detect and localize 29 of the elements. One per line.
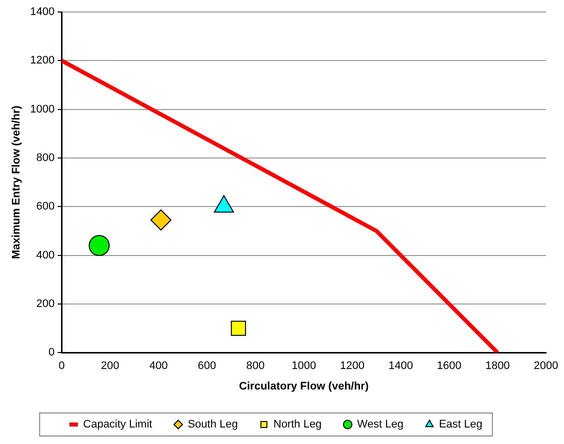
x-tick-label: 1400 xyxy=(388,360,413,372)
legend-label: West Leg xyxy=(357,418,404,431)
y-tick-label: 1000 xyxy=(30,103,55,116)
y-tick-label: 1200 xyxy=(30,54,55,67)
x-tick-label: 400 xyxy=(149,360,168,372)
x-tick-label: 600 xyxy=(198,360,216,372)
y-tick-label: 1400 xyxy=(30,6,55,18)
x-tick-label: 2000 xyxy=(534,360,558,372)
y-tick-label: 800 xyxy=(36,152,55,164)
legend-label: East Leg xyxy=(438,418,482,431)
legend-label: South Leg xyxy=(188,418,238,431)
legend-label: Capacity Limit xyxy=(83,418,152,431)
point xyxy=(150,210,172,231)
y-tick-label: 400 xyxy=(36,249,55,262)
point xyxy=(88,235,110,256)
y-tick-label: 200 xyxy=(36,298,55,310)
point xyxy=(230,320,246,336)
legend-label: North Leg xyxy=(273,418,322,431)
y-tick-label: 0 xyxy=(48,346,55,359)
x-tick-label: 0 xyxy=(58,360,65,372)
x-tick-label: 800 xyxy=(246,360,265,372)
x-tick-label: 1600 xyxy=(436,360,462,372)
x-axis-title: Circulatory Flow (veh/hr) xyxy=(239,380,369,392)
y-tick-label: 600 xyxy=(36,200,55,213)
x-tick-label: 1200 xyxy=(340,360,365,372)
x-tick-label: 1000 xyxy=(292,360,316,372)
y-axis-title: Maximum Entry Flow (veh/hr) xyxy=(10,105,23,260)
x-tick-label: 200 xyxy=(100,360,120,372)
x-tick-label: 1800 xyxy=(485,360,510,372)
